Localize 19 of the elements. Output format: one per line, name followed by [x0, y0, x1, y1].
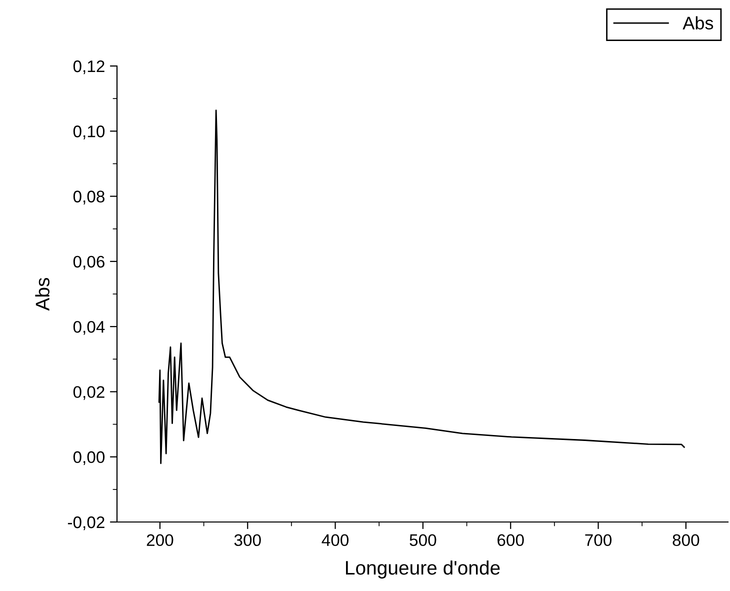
- x-axis-title: Longueure d'onde: [346, 560, 500, 579]
- y-tick-label: 0,12: [73, 60, 104, 74]
- y-tick-label: 0,04: [73, 320, 105, 335]
- y-tick-label: 0,06: [73, 256, 104, 270]
- x-tick-label: 600: [498, 534, 524, 546]
- legend-label: Abs: [682, 16, 714, 30]
- x-tick-label: 500: [410, 534, 436, 546]
- x-tick-label: 200: [146, 534, 174, 546]
- y-tick-label: 0,10: [73, 126, 105, 140]
- y-tick-label: 0,00: [73, 451, 105, 466]
- x-tick-label: 300: [234, 534, 261, 546]
- y-tick-label: 0,02: [73, 386, 104, 400]
- x-tick-label: 400: [322, 534, 349, 546]
- x-tick-label: 700: [585, 534, 612, 546]
- line-series: [158, 110, 685, 464]
- x-tick-label: 800: [672, 534, 700, 546]
- y-axis-title: Abs: [35, 278, 50, 311]
- y-tick-label: -0,02: [68, 516, 104, 530]
- y-tick-label: 0,08: [73, 190, 104, 204]
